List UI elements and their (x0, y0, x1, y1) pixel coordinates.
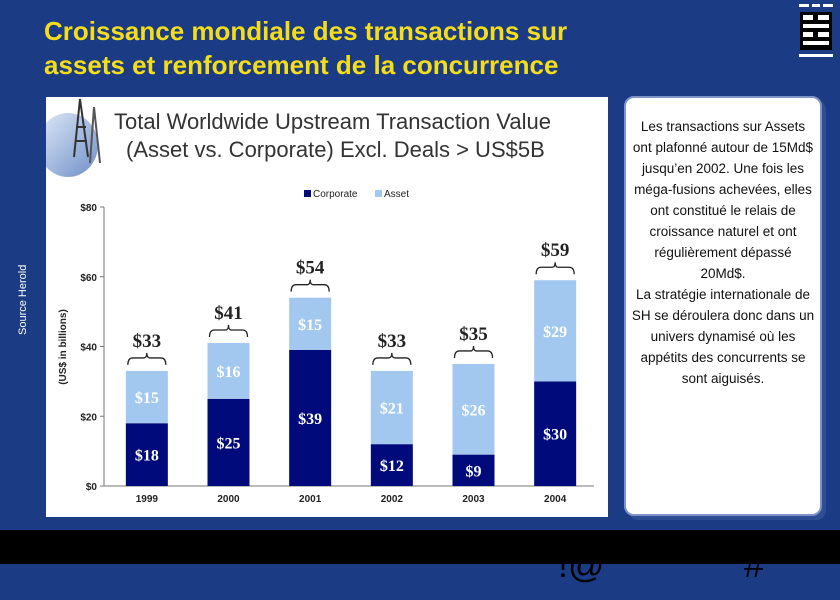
total-label: $33 (133, 331, 162, 352)
total-bracket (128, 353, 166, 365)
total-bracket (291, 280, 329, 292)
bar-value-label: $30 (543, 427, 567, 444)
total-bracket (373, 353, 411, 365)
bar-value-label: $18 (135, 448, 159, 465)
bar-value-label: $15 (135, 390, 159, 407)
commentary-box: Les transactions sur Assets ont plafonné… (624, 96, 822, 516)
chart-title-line-2: (Asset vs. Corporate) Excl. Deals > US$5… (126, 137, 545, 162)
bars: $18 $15 $33 $25 $16 $41 $39 $15 $54 $12 $21 $33 $9 $2… (126, 240, 576, 486)
x-tick-label: 2002 (381, 494, 404, 505)
total-label: $59 (541, 240, 570, 261)
x-tick-label: 2004 (544, 494, 567, 505)
bar-value-label: $21 (380, 401, 404, 418)
bar-value-label: $39 (298, 411, 322, 428)
legend-label: Corporate (313, 189, 358, 200)
footer-bar (0, 530, 840, 564)
x-tick-label: 1999 (136, 494, 159, 505)
y-tick-label: $0 (86, 482, 98, 493)
bar-value-label: $15 (298, 317, 322, 334)
total-bracket (536, 262, 574, 274)
y-tick-label: $80 (80, 203, 97, 214)
legend-swatch (304, 190, 311, 197)
footer-shade (0, 564, 840, 600)
x-tick-label: 2003 (462, 494, 485, 505)
y-tick-label: $20 (80, 412, 97, 423)
chart-panel: Total Worldwide Upstream Transaction Val… (46, 97, 608, 517)
footer-left-text: !@ (558, 540, 605, 590)
y-tick-label: $40 (80, 343, 97, 354)
slide-title-line-1: Croissance mondiale des transactions sur (44, 14, 744, 48)
source-label: Source Herold (17, 265, 29, 335)
chart-title-line-1: Total Worldwide Upstream Transaction Val… (114, 109, 551, 134)
legend-swatch (375, 190, 382, 197)
x-tick-label: 2000 (217, 494, 240, 505)
bar-value-label: $29 (543, 324, 567, 341)
footer-right-text: # (744, 540, 764, 590)
commentary-paragraph-2: La stratégie internationale de SH se dér… (630, 284, 816, 389)
legend-label: Asset (384, 189, 409, 200)
bar-value-label: $26 (462, 402, 486, 419)
total-label: $54 (296, 258, 325, 279)
chart-svg: Total Worldwide Upstream Transaction Val… (46, 97, 608, 517)
bar-value-label: $25 (217, 435, 241, 452)
slide-title-line-2: assets et renforcement de la concurrence (44, 48, 744, 82)
x-tick-label: 2001 (299, 494, 322, 505)
y-axis-label: (US$ in billions) (58, 309, 69, 385)
company-logo (796, 2, 836, 60)
bar-value-label: $16 (217, 364, 241, 381)
total-bracket (455, 346, 493, 358)
oil-derrick-illustration (46, 99, 100, 177)
slide-title: Croissance mondiale des transactions sur… (44, 14, 744, 82)
y-tick-label: $60 (80, 273, 97, 284)
commentary-paragraph-1: Les transactions sur Assets ont plafonné… (630, 116, 816, 284)
total-label: $41 (214, 303, 243, 324)
total-label: $33 (378, 331, 407, 352)
bar-value-label: $12 (380, 458, 404, 475)
total-bracket (210, 325, 248, 337)
bar-value-label: $9 (466, 463, 482, 480)
legend: Corporate Asset (304, 189, 409, 200)
total-label: $35 (459, 324, 488, 345)
